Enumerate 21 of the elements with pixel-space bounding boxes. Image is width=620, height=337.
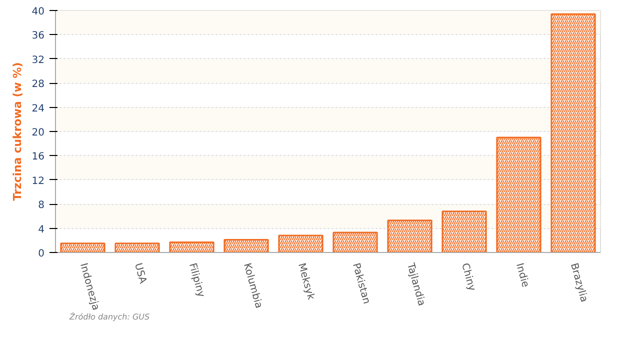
x-tick-label: Tajlandia [404, 261, 427, 308]
y-tick-label: 24 [32, 103, 45, 114]
y-tick-label: 4 [38, 224, 45, 236]
y-tick-label: 12 [32, 176, 45, 187]
x-tick-label: Pakistan [350, 262, 372, 306]
y-tick-label: 36 [32, 30, 45, 42]
x-tick-label: Brazylia [568, 262, 590, 304]
x-tick-label: Chiny [458, 262, 478, 292]
y-tick-label: 40 [32, 6, 45, 18]
y-tick-label: 0 [38, 248, 45, 260]
x-tick-label: USA [132, 262, 148, 286]
x-tick-label: Indie [513, 262, 531, 289]
y-tick-label: 20 [32, 128, 45, 138]
y-tick-label: 16 [32, 152, 45, 163]
y-tick-label: 8 [38, 200, 45, 212]
y-tick-label: 32 [32, 54, 45, 66]
x-tick-label: Meksyk [295, 262, 316, 302]
y-axis-title: Trzcina cukrowa (w %) [10, 62, 24, 201]
y-tick-label: 28 [32, 79, 45, 90]
x-tick-label: Filipiny [186, 262, 206, 299]
text: Źródło danych: GUS [68, 312, 150, 322]
